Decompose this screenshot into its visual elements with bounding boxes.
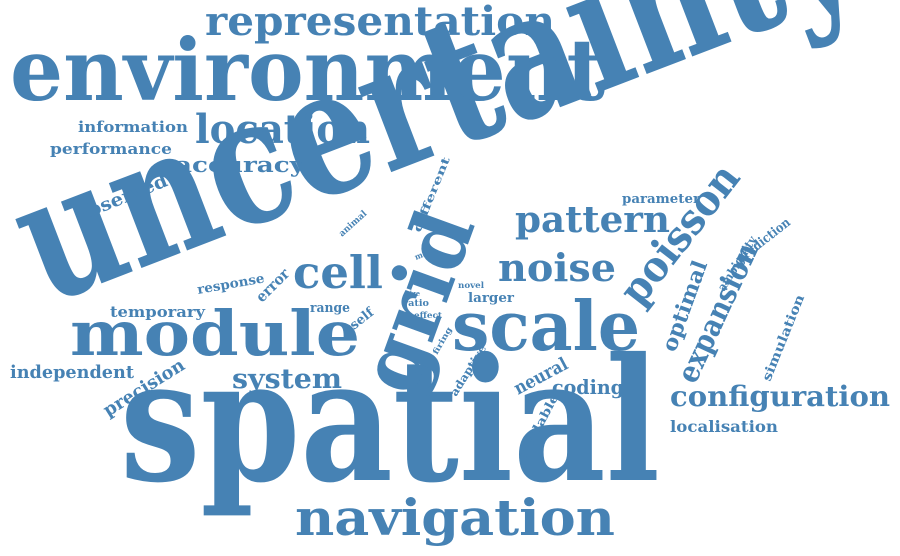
word-range: range bbox=[310, 301, 350, 316]
word-scale: scale bbox=[452, 287, 640, 367]
word-effect: effect bbox=[414, 310, 442, 320]
word-localisation: localisation bbox=[670, 417, 778, 436]
word-temporary: temporary bbox=[110, 303, 206, 321]
word-novel: novel bbox=[458, 280, 484, 290]
word-pattern: pattern bbox=[515, 199, 670, 241]
word-cell: cell bbox=[293, 246, 383, 299]
word-size: size bbox=[406, 289, 421, 298]
word-accuracy: accuracy bbox=[175, 152, 306, 177]
word-noise: noise bbox=[498, 245, 616, 290]
word-performance: performance bbox=[50, 140, 172, 158]
word-independent: independent bbox=[10, 362, 135, 383]
word-module: module bbox=[70, 297, 360, 370]
word-ratio: ratio bbox=[403, 299, 429, 309]
word-information: information bbox=[78, 118, 188, 136]
word-coding: coding bbox=[552, 375, 624, 399]
word-location: location bbox=[195, 106, 370, 153]
word-navigation: navigation bbox=[295, 488, 615, 547]
word-simulation: simulation bbox=[760, 292, 809, 384]
word-configuration: configuration bbox=[670, 380, 890, 413]
word-environment: environment bbox=[10, 21, 605, 121]
word-representation: representation bbox=[205, 0, 555, 45]
word-system: system bbox=[232, 364, 342, 395]
word-larger: larger bbox=[468, 291, 514, 306]
word-parameter: parameter bbox=[622, 192, 700, 207]
word-spatial: spatial bbox=[120, 321, 660, 521]
